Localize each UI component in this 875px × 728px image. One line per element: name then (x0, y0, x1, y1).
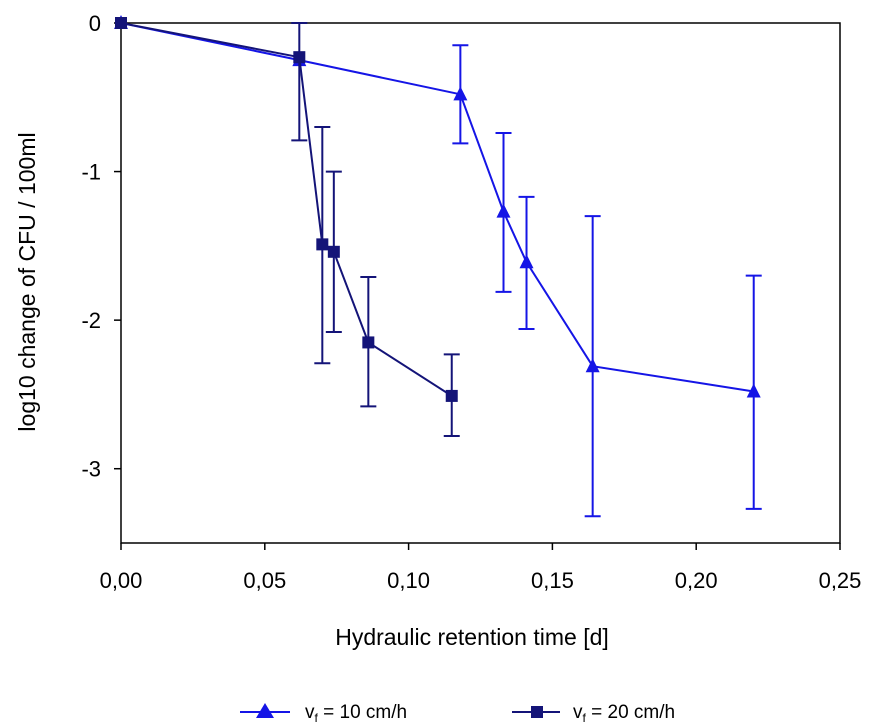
x-tick-label: 0,05 (243, 568, 286, 593)
legend-label-suffix-series-1: = 10 cm/h (318, 702, 407, 723)
svg-text:vf = 20 cm/h: vf = 20 cm/h (573, 702, 675, 725)
legend-item-series-2: vf = 20 cm/h (512, 702, 675, 725)
y-axis-title: log10 change of CFU / 100ml (14, 132, 40, 431)
plot-area (120, 22, 841, 544)
legend-item-series-1: vf = 10 cm/h (240, 702, 407, 725)
x-tick-label: 0,20 (675, 568, 718, 593)
y-tick-label: -3 (81, 457, 101, 482)
plot-border (120, 22, 841, 544)
svg-text:vf = 10 cm/h: vf = 10 cm/h (305, 702, 407, 725)
data-point-square (327, 245, 340, 258)
legend-marker-series-1 (256, 703, 274, 718)
series-2 (115, 17, 460, 438)
legend-label-sub-series-2: f (583, 711, 587, 725)
x-tick-label: 0,00 (100, 568, 143, 593)
series-1 (114, 15, 762, 518)
data-point-triangle (519, 254, 534, 269)
x-tick-label: 0,25 (819, 568, 862, 593)
legend-label-series-1: v (305, 702, 315, 723)
data-point-square (445, 389, 458, 402)
legend-label-suffix-series-2: = 20 cm/h (586, 702, 675, 723)
legend-marker-series-2 (531, 706, 543, 718)
data-point-square (362, 336, 375, 349)
data-point-square (293, 51, 306, 64)
x-axis-title: Hydraulic retention time [d] (335, 624, 609, 650)
data-point-triangle (496, 203, 511, 218)
data-point-square (316, 238, 329, 251)
y-tick-label: -2 (81, 308, 101, 333)
x-tick-label: 0,15 (531, 568, 574, 593)
data-point-square (115, 17, 127, 29)
data-point-triangle (585, 358, 600, 373)
legend-label-sub-series-1: f (315, 711, 319, 725)
x-axis: 0,00 0,05 0,10 0,15 0,20 0,25 (100, 543, 862, 593)
data-point-triangle (746, 383, 761, 398)
series-line (120, 22, 453, 397)
series-layer (114, 15, 762, 518)
data-point-triangle (453, 86, 468, 101)
legend-label-series-2: v (573, 702, 583, 723)
y-tick-label: -1 (81, 160, 101, 185)
series-line (120, 22, 754, 393)
legend: vf = 10 cm/h vf = 20 cm/h (240, 702, 675, 725)
y-axis: 0 -1 -2 -3 (81, 11, 121, 482)
x-tick-label: 0,10 (387, 568, 430, 593)
y-tick-label: 0 (89, 11, 101, 36)
